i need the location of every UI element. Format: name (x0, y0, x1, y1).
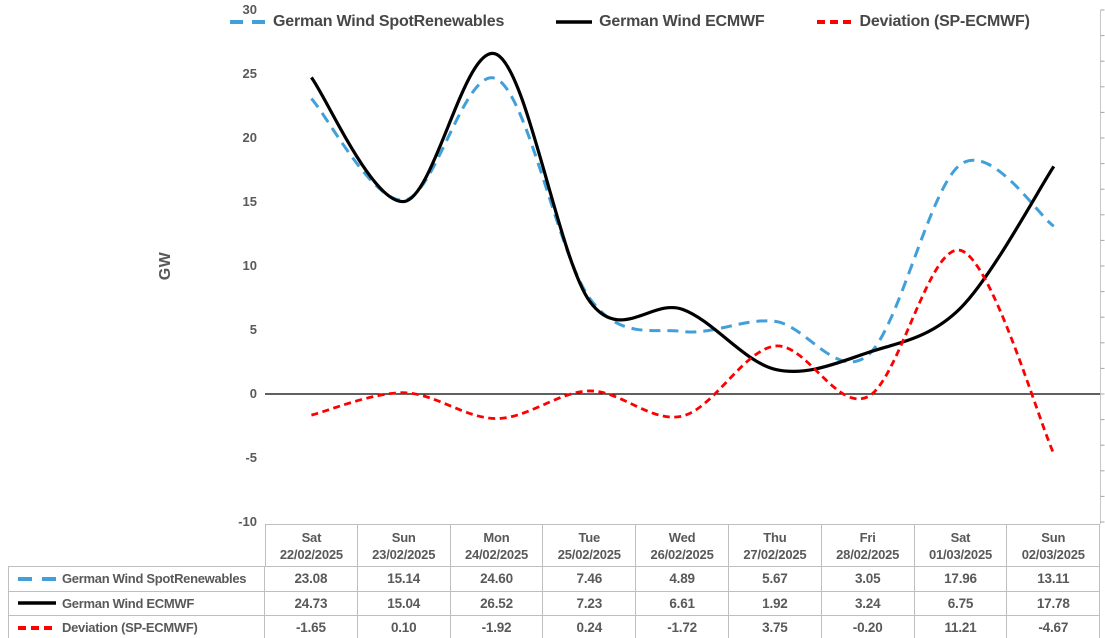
y-axis-tick-label: -5 (245, 450, 257, 465)
plot-area (265, 9, 1105, 524)
table-header-cell: Sat 22/02/2025 (265, 524, 358, 567)
table-cell: 24.60 (450, 567, 544, 592)
table-header-day: Sat (301, 529, 322, 545)
table-header-date: 27/02/2025 (743, 546, 807, 562)
y-axis-tick-label: 10 (242, 258, 257, 273)
series-line-ecmwf (310, 51, 1056, 374)
table-header-cell: Fri 28/02/2025 (821, 524, 915, 567)
legend-item-ecmwf: German Wind ECMWF (556, 13, 765, 31)
table-cell: 3.24 (821, 591, 915, 616)
y-axis-tick-label: 0 (249, 386, 257, 401)
table-row-label-text: German Wind ECMWF (62, 595, 195, 611)
table-header-day: Sun (1041, 529, 1066, 545)
table-cell: 13.11 (1007, 567, 1101, 592)
table-header-day: Sat (950, 529, 971, 545)
series-line-deviation (311, 249, 1056, 455)
table-row-label: Deviation (SP-ECMWF) (8, 616, 265, 638)
table-header-day: Wed (668, 529, 696, 545)
solid-line-key-icon (18, 601, 56, 605)
table-cell: 6.75 (914, 591, 1008, 616)
table-header-cell: Sun 23/02/2025 (357, 524, 451, 567)
table-header-cell: Sun 02/03/2025 (1007, 524, 1101, 567)
y-axis-tick-label: 25 (242, 66, 257, 81)
solid-line-key-icon (556, 20, 593, 24)
y-axis-tick-label: -10 (238, 514, 257, 529)
table-cell: 15.14 (357, 567, 451, 592)
table-cell: 7.23 (543, 591, 637, 616)
table-header-date: 01/03/2025 (928, 546, 993, 562)
data-table: Sat 22/02/2025 Sun 23/02/2025 Mon 24/02/2025 T… (8, 524, 1101, 638)
table-header-day: Sun (391, 529, 416, 545)
table-header-cell: Sat 01/03/2025 (914, 524, 1008, 567)
table-cell: 26.52 (450, 591, 544, 616)
table-cell: 7.46 (543, 567, 637, 592)
table-cell: -4.67 (1007, 616, 1101, 638)
legend-label: German Wind ECMWF (599, 13, 765, 30)
dashed-line-key-icon (230, 20, 266, 24)
table-header-date: 26/02/2025 (650, 546, 714, 562)
table-cell: 5.67 (728, 567, 822, 592)
dashed-line-key-icon (18, 576, 56, 581)
table-cell: 17.78 (1007, 591, 1101, 616)
table-cell: 6.61 (636, 591, 729, 616)
table-cell: -1.72 (636, 616, 729, 638)
table-header-cell: Tue 25/02/2025 (543, 524, 637, 567)
table-header-cell: Mon 24/02/2025 (450, 524, 544, 567)
legend-label: German Wind SpotRenewables (273, 13, 505, 30)
table-header-date: 23/02/2025 (372, 546, 436, 562)
table-row-label: German Wind SpotRenewables (8, 567, 265, 592)
table-cell: 3.75 (729, 616, 822, 638)
table-header-day: Tue (578, 529, 601, 545)
chart-legend: German Wind SpotRenewables German Wind E… (230, 8, 1030, 36)
table-cell: 0.24 (543, 616, 637, 638)
series-line-spotrenewables (310, 76, 1055, 364)
table-cell: 24.73 (265, 591, 358, 616)
y-axis-tick-label: 5 (249, 322, 257, 337)
table-cell: -0.20 (822, 616, 915, 638)
table-cell: -1.65 (265, 616, 358, 638)
table-cell: 4.89 (636, 567, 729, 592)
table-cell: 3.05 (821, 567, 915, 592)
table-cell: 23.08 (265, 567, 358, 592)
table-row-label-text: Deviation (SP-ECMWF) (62, 620, 198, 636)
table-row-label: German Wind ECMWF (8, 591, 265, 616)
table-cell: 1.92 (728, 591, 822, 616)
table-cell: 0.10 (358, 616, 451, 638)
table-header-cell: Wed 26/02/2025 (636, 524, 729, 567)
table-header-date: 02/03/2025 (1021, 546, 1085, 562)
table-cell: 15.04 (357, 591, 451, 616)
table-header-date: 28/02/2025 (836, 546, 900, 562)
table-header-date: 22/02/2025 (279, 546, 343, 562)
dashed-line-key-icon (816, 20, 853, 24)
dashed-line-key-icon (18, 625, 56, 630)
table-header-cell: Thu 27/02/2025 (728, 524, 822, 567)
table-cell: 11.21 (915, 616, 1008, 638)
table-header-day: Mon (483, 529, 510, 545)
table-cell: 17.96 (914, 567, 1008, 592)
y-axis-tick-label: 20 (242, 130, 257, 145)
legend-item-deviation: Deviation (SP-ECMWF) (816, 13, 1030, 31)
table-row-label-text: German Wind SpotRenewables (62, 571, 247, 587)
y-axis-tick-label: 15 (242, 194, 257, 209)
y-axis-tick-label: 30 (242, 2, 257, 17)
table-corner-cell (8, 524, 265, 567)
legend-label: Deviation (SP-ECMWF) (859, 13, 1030, 30)
table-header-day: Thu (763, 529, 787, 545)
table-header-day: Fri (859, 529, 876, 545)
legend-item-spotrenewables: German Wind SpotRenewables (230, 13, 504, 31)
table-header-date: 25/02/2025 (557, 546, 621, 562)
table-cell: -1.92 (451, 616, 544, 638)
table-header-date: 24/02/2025 (464, 546, 529, 562)
